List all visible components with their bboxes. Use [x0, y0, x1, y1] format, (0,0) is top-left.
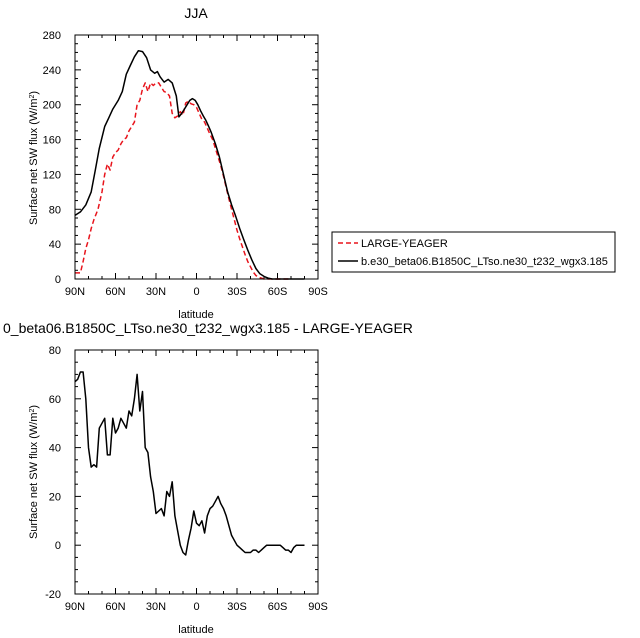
top-y-tick-label: 200 [43, 100, 61, 112]
bottom-y-tick-label: 80 [49, 345, 61, 357]
top-plot-frame [74, 34, 319, 280]
top-axis-ticks: 90N 60N 30N 0 30S 60S 90S 0 40 80 120 160 200 240 280 [43, 30, 328, 298]
top-chart-title: JJA [184, 5, 208, 21]
top-series-line-large-yeager [75, 82, 291, 280]
top-series-lines [74, 49, 305, 280]
bottom-plot-frame [74, 349, 319, 595]
bottom-y-tick-label: -20 [45, 589, 61, 601]
bottom-x-tick-label: 90S [308, 601, 328, 613]
bottom-x-tick-label: 60N [105, 601, 125, 613]
bottom-y-tick-label: 40 [49, 443, 61, 455]
bottom-x-tick-label: 30S [227, 601, 247, 613]
bottom-series-line-difference [74, 371, 305, 556]
legend-box [331, 231, 616, 273]
bottom-x-tick-label: 90N [65, 601, 85, 613]
bottom-y-tick-label: 20 [49, 491, 61, 503]
bottom-panel: 0_beta06.B1850C_LTso.ne30_t232_wgx3.185 … [3, 320, 413, 636]
top-y-tick-label: 0 [55, 274, 61, 286]
bottom-x-tick-label: 30N [146, 601, 166, 613]
top-x-tick-label: 30S [227, 286, 247, 298]
bottom-axis-ticks: 90N 60N 30N 0 30S 60S 90S -20 0 20 40 60 80 [45, 345, 328, 613]
top-series-line-b-e30-beta06-b1850c-ltso [74, 49, 305, 280]
bottom-y-tick-label: 60 [49, 394, 61, 406]
top-y-tick-label: 40 [49, 239, 61, 251]
top-y-tick-label: 80 [49, 204, 61, 216]
legend-label-model: b.e30_beta06.B1850C_LTso.ne30_t232_wgx3.… [361, 256, 608, 268]
top-y-tick-label: 240 [43, 65, 61, 77]
top-x-tick-label: 0 [193, 286, 199, 298]
bottom-chart-title: 0_beta06.B1850C_LTso.ne30_t232_wgx3.185 … [3, 320, 413, 336]
bottom-x-axis-label: latitude [178, 624, 213, 636]
legend-label-large-yeager: LARGE-YEAGER [361, 238, 448, 250]
bottom-x-tick-label: 60S [268, 601, 288, 613]
bottom-y-tick-label: 0 [55, 540, 61, 552]
top-x-tick-label: 60N [105, 286, 125, 298]
bottom-series-lines [74, 371, 305, 556]
top-x-tick-label: 60S [268, 286, 288, 298]
top-x-tick-label: 90S [308, 286, 328, 298]
top-y-tick-label: 160 [43, 135, 61, 147]
bottom-y-axis-label: Surface net SW flux (W/m2) [28, 405, 40, 539]
bottom-x-tick-label: 0 [193, 601, 199, 613]
top-x-tick-label: 90N [65, 286, 85, 298]
top-panel: JJA latitude Surface net SW flux (W/m2) … [28, 5, 328, 321]
top-y-tick-label: 280 [43, 30, 61, 42]
top-y-tick-label: 120 [43, 169, 61, 181]
top-y-axis-label: Surface net SW flux (W/m2) [28, 91, 40, 225]
top-x-axis-label: latitude [178, 309, 213, 321]
top-x-tick-label: 30N [146, 286, 166, 298]
legend: LARGE-YEAGER b.e30_beta06.B1850C_LTso.ne… [331, 231, 616, 273]
